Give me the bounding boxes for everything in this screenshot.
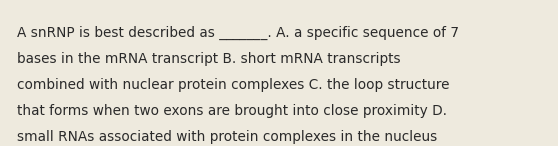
Text: bases in the mRNA transcript B. short mRNA transcripts: bases in the mRNA transcript B. short mR…	[17, 52, 401, 66]
Text: small RNAs associated with protein complexes in the nucleus: small RNAs associated with protein compl…	[17, 130, 437, 144]
Text: combined with nuclear protein complexes C. the loop structure: combined with nuclear protein complexes …	[17, 78, 449, 92]
Text: A snRNP is best described as _______. A. a specific sequence of 7: A snRNP is best described as _______. A.…	[17, 26, 459, 40]
Text: that forms when two exons are brought into close proximity D.: that forms when two exons are brought in…	[17, 104, 447, 118]
